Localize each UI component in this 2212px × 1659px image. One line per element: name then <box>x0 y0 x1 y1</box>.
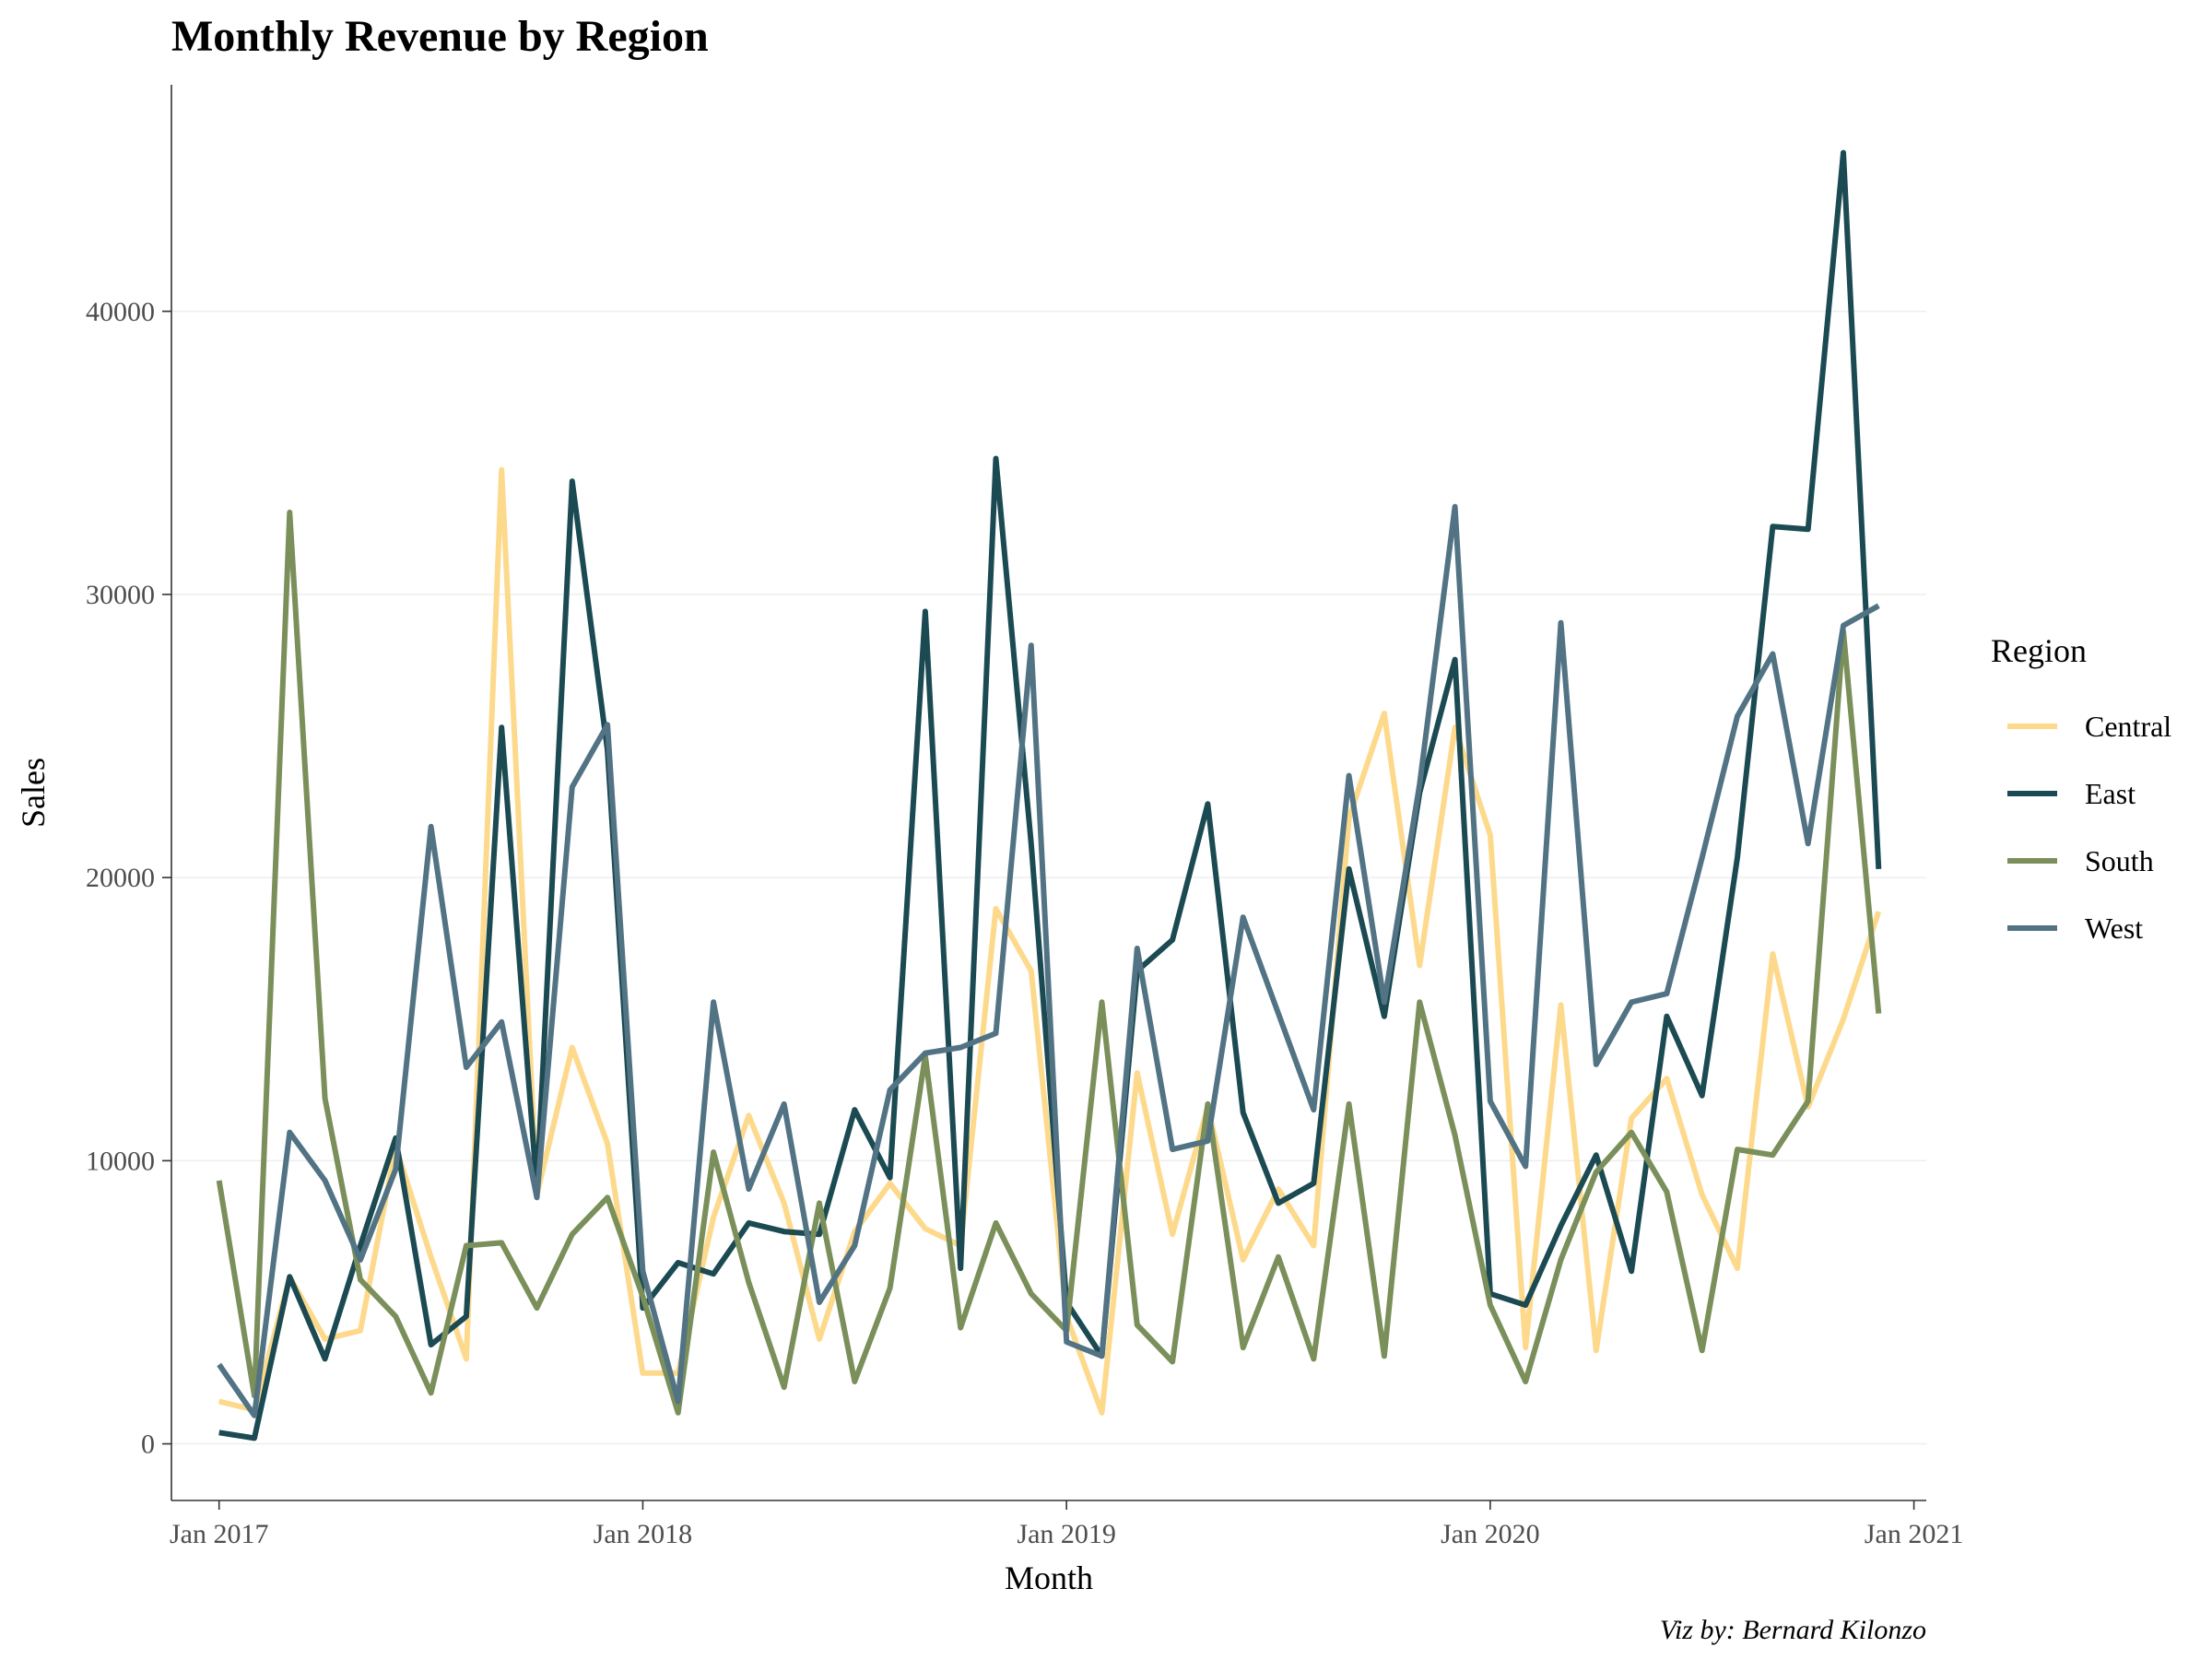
y-axis-ticks: 0 10000 20000 30000 40000 <box>86 297 171 1460</box>
chart-title: Monthly Revenue by Region <box>171 12 709 61</box>
x-tick-label-4: Jan 2021 <box>1865 1519 1964 1549</box>
y-tick-label-4: 40000 <box>86 297 155 327</box>
x-tick-label-3: Jan 2020 <box>1441 1519 1540 1549</box>
y-tick-label-1: 10000 <box>86 1146 155 1176</box>
series-line-central <box>218 466 1882 1416</box>
series-line-west <box>217 503 1880 1418</box>
x-tick-label-1: Jan 2018 <box>594 1519 693 1549</box>
x-tick-label-0: Jan 2017 <box>170 1519 269 1549</box>
legend-label-south: South <box>2085 844 2154 877</box>
grid-lines <box>171 311 1926 1445</box>
series-line-east <box>218 149 1882 1441</box>
chart-caption: Viz by: Bernard Kilonzo <box>1660 1615 1926 1645</box>
legend-label-west: West <box>2085 912 2143 945</box>
legend: Central East South West <box>2007 710 2171 945</box>
y-axis-title: Sales <box>15 758 52 828</box>
series-lines <box>216 149 1882 1441</box>
y-tick-label-2: 20000 <box>86 863 155 893</box>
series-line-south <box>216 509 1882 1416</box>
x-axis-title: Month <box>1005 1559 1093 1596</box>
y-tick-label-3: 30000 <box>86 580 155 610</box>
y-tick-label-0: 0 <box>141 1430 155 1460</box>
legend-label-east: East <box>2085 777 2136 810</box>
x-axis-ticks: Jan 2017 Jan 2018 Jan 2019 Jan 2020 Jan 2021 <box>170 1500 1963 1549</box>
legend-label-central: Central <box>2085 710 2171 743</box>
legend-title: Region <box>1991 632 2087 669</box>
x-tick-label-2: Jan 2019 <box>1017 1519 1116 1549</box>
